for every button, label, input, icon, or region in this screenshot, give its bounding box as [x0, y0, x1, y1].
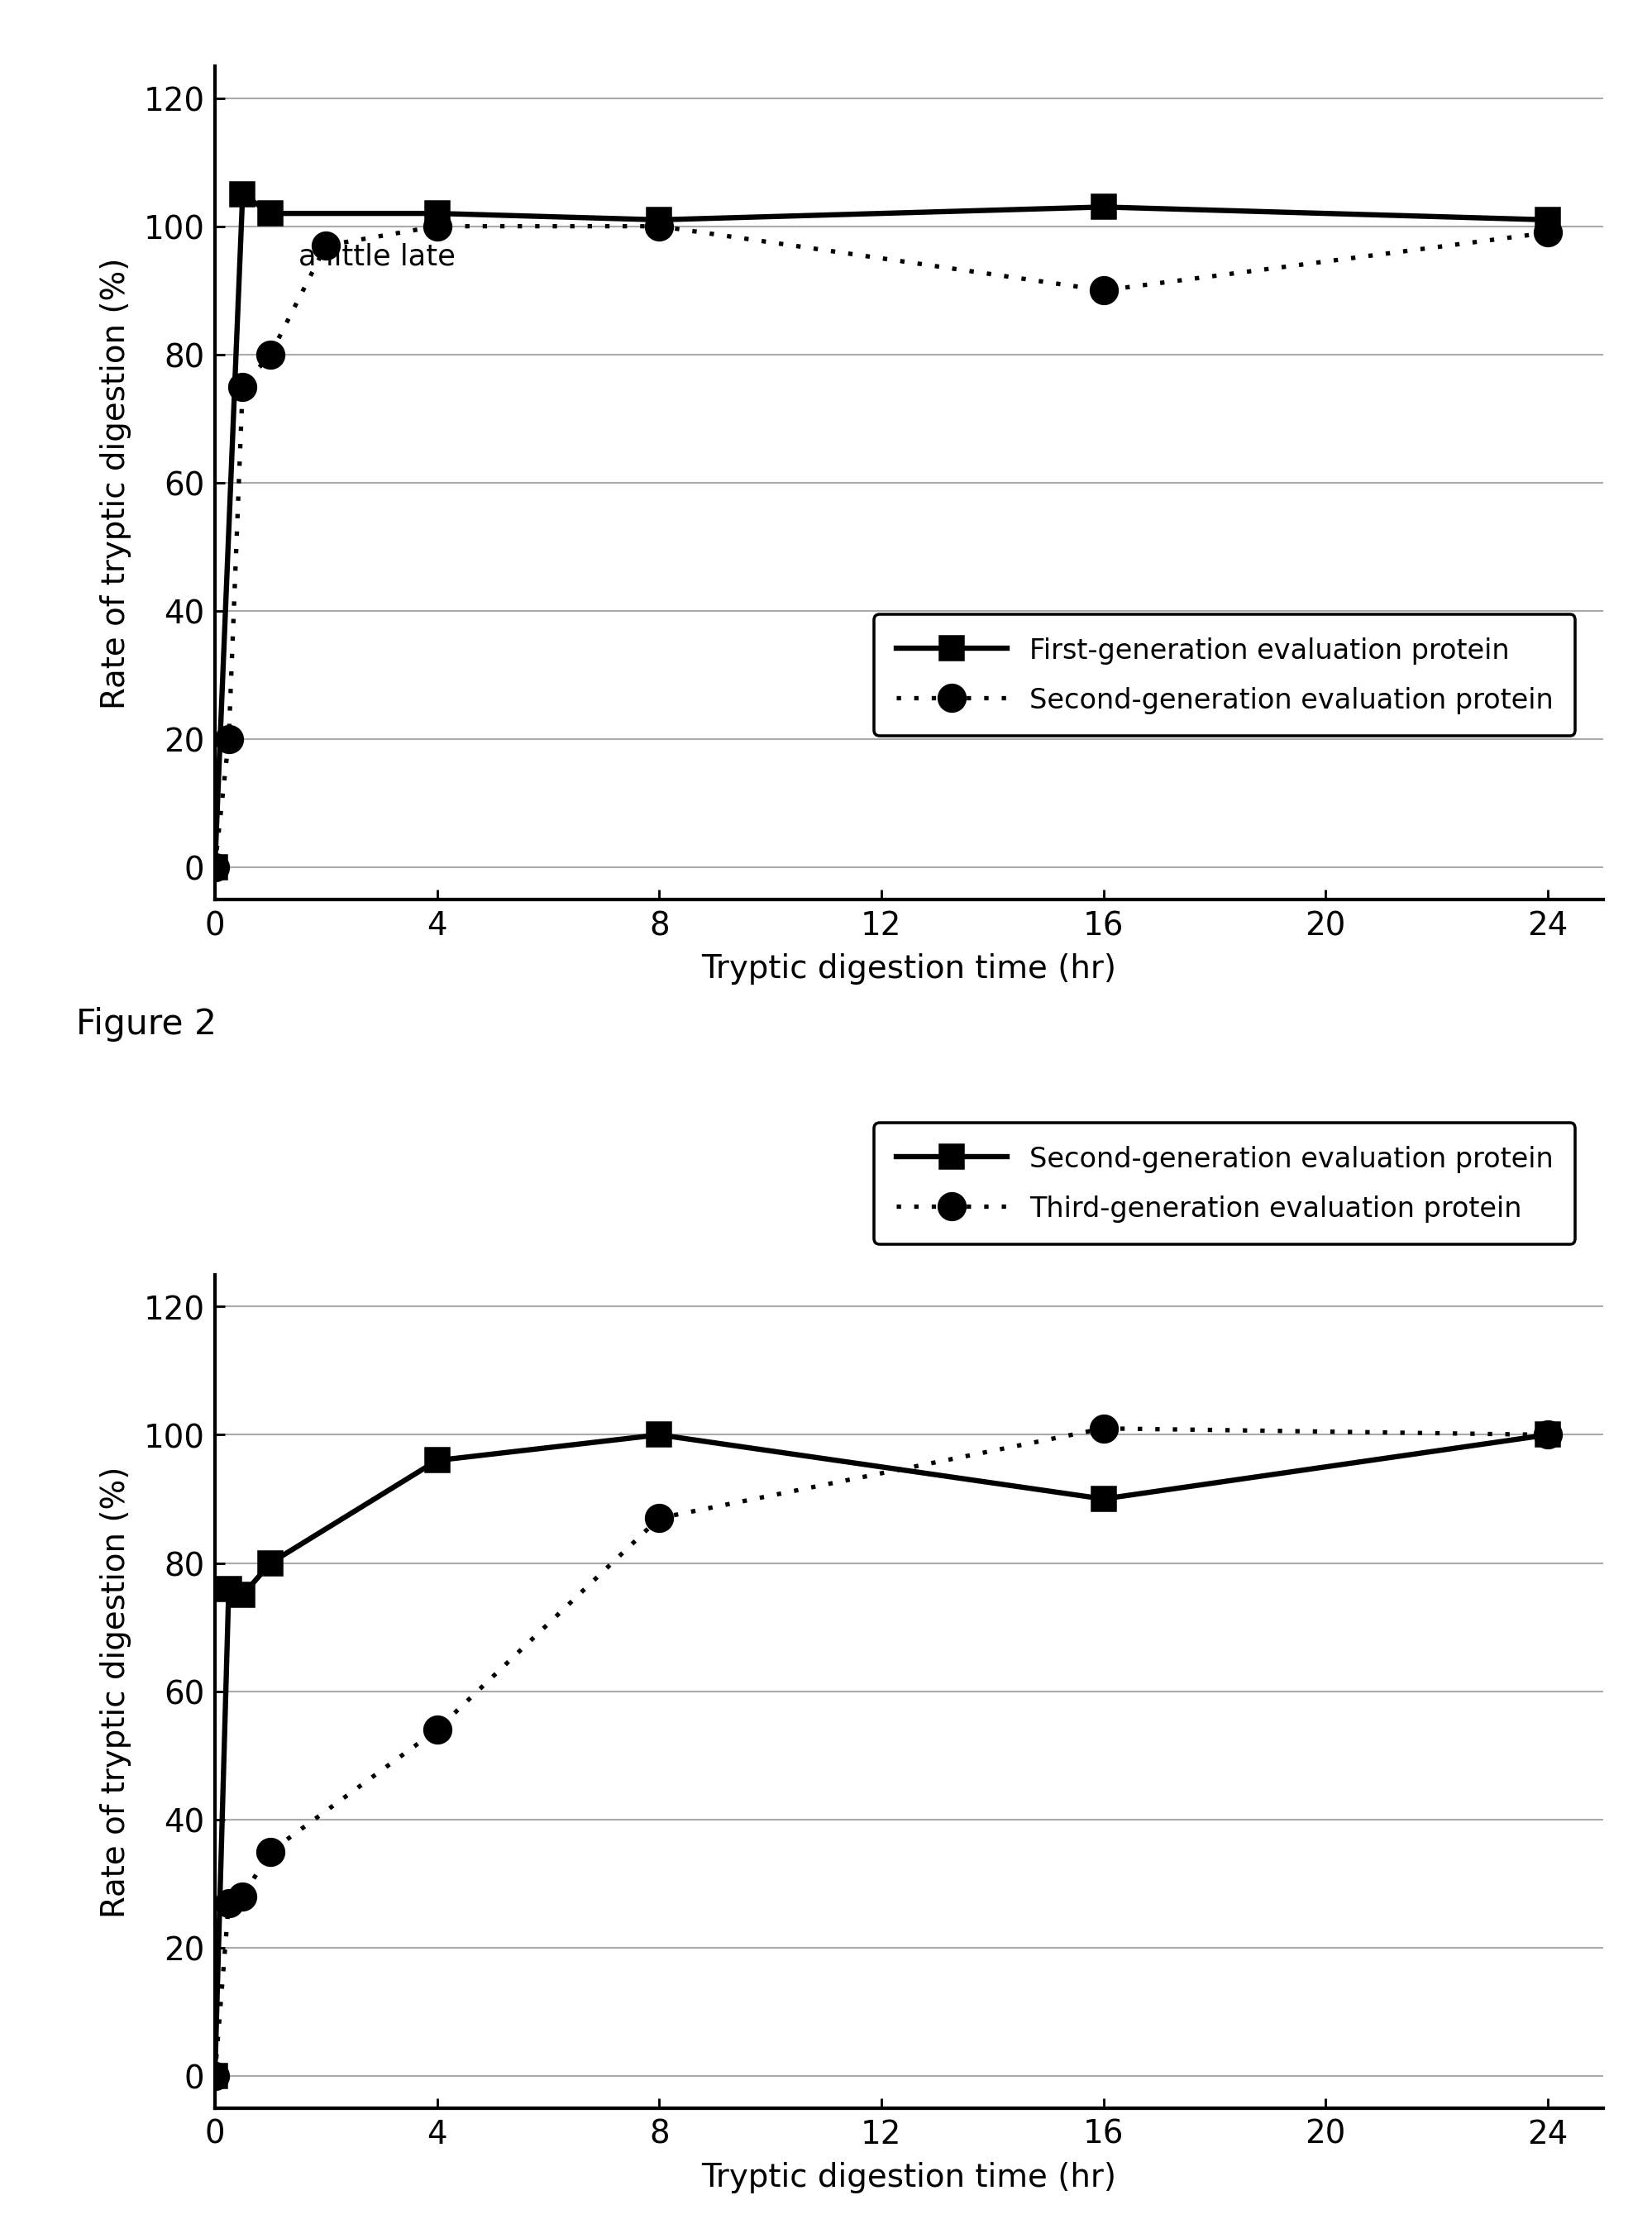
First-generation evaluation protein [426, 200, 446, 226]
Line: First-generation evaluation protein: First-generation evaluation protein [203, 184, 1558, 879]
Third-generation evaluation protein [1094, 1416, 1113, 1442]
Second-generation evaluation protein [205, 2064, 225, 2090]
Second-generation evaluation protein [649, 213, 669, 240]
Line: Third-generation evaluation protein: Third-generation evaluation protein [202, 1416, 1559, 2088]
Y-axis label: Rate of tryptic digestion (%): Rate of tryptic digestion (%) [101, 257, 132, 710]
Text: a little late: a little late [297, 242, 454, 271]
Line: Second-generation evaluation protein: Second-generation evaluation protein [203, 1422, 1558, 2088]
First-generation evaluation protein [1094, 195, 1113, 222]
Legend: First-generation evaluation protein, Second-generation evaluation protein: First-generation evaluation protein, Sec… [874, 615, 1574, 737]
First-generation evaluation protein [205, 854, 225, 881]
Second-generation evaluation protein [205, 854, 225, 881]
Third-generation evaluation protein [205, 2064, 225, 2090]
First-generation evaluation protein [1536, 206, 1556, 233]
Second-generation evaluation protein [1094, 1487, 1113, 1513]
Third-generation evaluation protein [233, 1884, 253, 1911]
Second-generation evaluation protein [316, 233, 335, 260]
Second-generation evaluation protein [426, 1447, 446, 1473]
Second-generation evaluation protein [218, 726, 238, 752]
Third-generation evaluation protein [426, 1718, 446, 1744]
X-axis label: Tryptic digestion time (hr): Tryptic digestion time (hr) [700, 954, 1117, 985]
Second-generation evaluation protein [261, 342, 281, 368]
Second-generation evaluation protein [426, 213, 446, 240]
Second-generation evaluation protein [1536, 1422, 1556, 1449]
Second-generation evaluation protein [233, 1582, 253, 1609]
First-generation evaluation protein [649, 206, 669, 233]
Second-generation evaluation protein [1094, 277, 1113, 304]
Line: Second-generation evaluation protein: Second-generation evaluation protein [202, 213, 1559, 881]
First-generation evaluation protein [233, 182, 253, 209]
Second-generation evaluation protein [218, 1575, 238, 1602]
Third-generation evaluation protein [649, 1504, 669, 1531]
First-generation evaluation protein [261, 200, 281, 226]
Second-generation evaluation protein [261, 1549, 281, 1575]
Second-generation evaluation protein [233, 373, 253, 399]
Third-generation evaluation protein [218, 1891, 238, 1917]
Second-generation evaluation protein [649, 1422, 669, 1449]
Y-axis label: Rate of tryptic digestion (%): Rate of tryptic digestion (%) [101, 1465, 132, 1917]
Text: Figure 2: Figure 2 [76, 1007, 216, 1041]
Third-generation evaluation protein [1536, 1422, 1556, 1449]
Second-generation evaluation protein [1536, 220, 1556, 246]
X-axis label: Tryptic digestion time (hr): Tryptic digestion time (hr) [700, 2161, 1117, 2192]
Third-generation evaluation protein [261, 1837, 281, 1864]
Legend: Second-generation evaluation protein, Third-generation evaluation protein: Second-generation evaluation protein, Th… [874, 1123, 1574, 1245]
